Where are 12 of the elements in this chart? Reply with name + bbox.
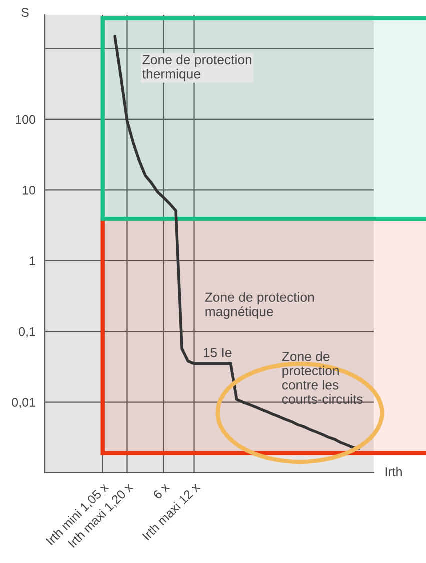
y-tick-label: 1 (30, 256, 36, 266)
annotation: 15 Ie (204, 348, 232, 358)
y-tick-label: 10 (23, 186, 36, 195)
y-tick-label: 0,01 (12, 398, 36, 408)
x-tick-label: 6 x (152, 482, 170, 500)
y-tick-label: 100 (16, 115, 36, 124)
annotation: Zone de protection contre les courts-circuits (282, 352, 363, 404)
band-label: Zone de protection thermique (142, 54, 252, 82)
x-axis-title: Irth (386, 467, 402, 476)
y-axis-title: S (22, 8, 29, 18)
band-label: Zone de protection magnétique (205, 292, 314, 320)
y-tick-label: 0,1 (19, 327, 36, 338)
